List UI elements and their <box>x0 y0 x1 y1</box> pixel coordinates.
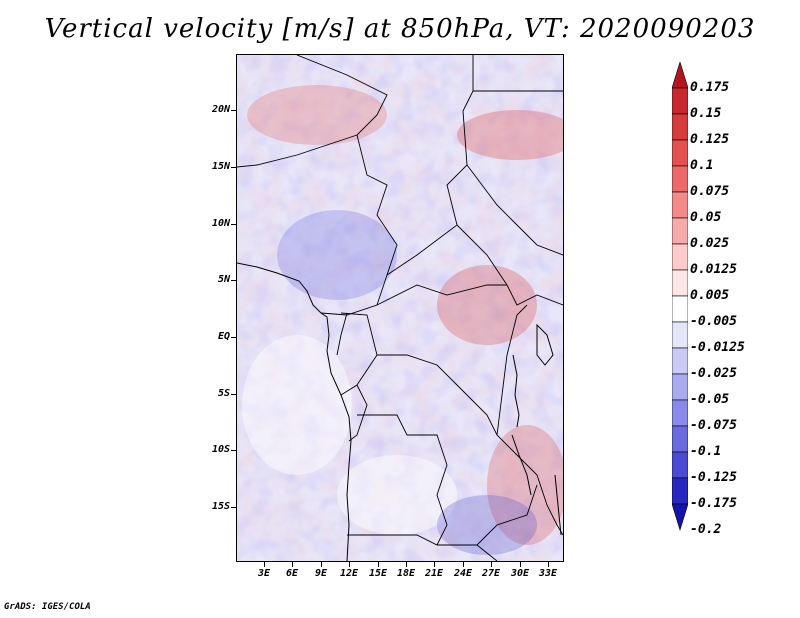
map-plot-area <box>236 54 564 562</box>
colorbar-segment <box>672 217 688 245</box>
upward-region <box>457 110 563 160</box>
downward-region <box>277 210 397 300</box>
colorbar-label: -0.0125 <box>690 340 745 355</box>
colorbar-segment <box>672 451 688 479</box>
colorbar-segment <box>672 321 688 349</box>
upward-region <box>487 425 563 545</box>
colorbar-label: 0.125 <box>690 132 730 147</box>
lat-tick <box>231 110 236 111</box>
lon-label: 12E <box>339 568 359 579</box>
colorbar-label: -0.025 <box>690 366 737 381</box>
colorbar-label: 0.1 <box>690 158 714 173</box>
colorbar-label: -0.05 <box>690 392 730 407</box>
colorbar-label: -0.2 <box>690 522 722 537</box>
coastline <box>237 262 352 561</box>
lon-tick <box>520 562 521 567</box>
lat-tick <box>231 394 236 395</box>
lon-tick <box>491 562 492 567</box>
colorbar-segment <box>672 191 688 219</box>
lakes <box>511 323 562 536</box>
lon-label: 9E <box>314 568 328 579</box>
colorbar-segment <box>672 165 688 193</box>
colorbar-cap-bottom <box>672 503 688 532</box>
lat-tick <box>231 507 236 508</box>
lat-tick <box>231 224 236 225</box>
colorbar-segment <box>672 295 688 323</box>
lon-tick <box>548 562 549 567</box>
lon-tick <box>349 562 350 567</box>
colorbar-segment <box>672 139 688 167</box>
lon-tick <box>292 562 293 567</box>
colorbar-label: 0.075 <box>690 184 730 199</box>
lon-label: 15E <box>368 568 388 579</box>
colorbar-segment <box>672 269 688 297</box>
lon-label: 24E <box>453 568 473 579</box>
colorbar-label: -0.075 <box>690 418 737 433</box>
lat-label: EQ <box>217 331 230 342</box>
lon-tick <box>434 562 435 567</box>
lat-label: 5N <box>217 274 230 285</box>
colorbar-label: -0.005 <box>690 314 737 329</box>
downward-region <box>437 495 537 555</box>
colorbar-segment <box>672 425 688 453</box>
velocity-field <box>237 55 563 561</box>
neutral-region <box>242 335 352 475</box>
lat-tick <box>231 280 236 281</box>
colorbar-label: -0.175 <box>690 496 737 511</box>
colorbar-label: 0.05 <box>690 210 722 225</box>
lat-label: 20N <box>211 104 230 115</box>
colorbar-label: 0.175 <box>690 80 730 95</box>
field-texture-blue <box>237 55 563 561</box>
lon-tick <box>321 562 322 567</box>
lon-label: 27E <box>481 568 501 579</box>
lat-label: 15N <box>211 161 230 172</box>
lat-label: 5S <box>217 388 230 399</box>
colorbar-segment <box>672 373 688 401</box>
country-borders <box>237 55 563 561</box>
footer-credit: GrADS: IGES/COLA <box>4 602 91 612</box>
lon-label: 18E <box>396 568 416 579</box>
lon-tick <box>264 562 265 567</box>
lat-tick <box>231 167 236 168</box>
colorbar-label: 0.025 <box>690 236 730 251</box>
upward-region <box>437 265 537 345</box>
lat-tick <box>231 337 236 338</box>
neutral-region <box>337 455 457 535</box>
colorbar-segment <box>672 399 688 427</box>
lon-tick <box>463 562 464 567</box>
upward-region <box>247 85 387 145</box>
lat-label: 10N <box>211 218 230 229</box>
colorbar-label: 0.15 <box>690 106 722 121</box>
colorbar-segment <box>672 243 688 271</box>
lon-tick <box>378 562 379 567</box>
lat-tick <box>231 450 236 451</box>
lon-tick <box>406 562 407 567</box>
lon-label: 6E <box>285 568 299 579</box>
lon-label: 30E <box>510 568 530 579</box>
colorbar-label: 0.0125 <box>690 262 737 277</box>
lat-label: 10S <box>211 444 230 455</box>
colorbar-segment <box>672 477 688 505</box>
colorbar-segment <box>672 87 688 115</box>
chart-title: Vertical velocity [m/s] at 850hPa, VT: 2… <box>44 14 756 44</box>
colorbar-segment <box>672 347 688 375</box>
lat-label: 15S <box>211 501 230 512</box>
colorbar-cap-top <box>672 62 688 89</box>
lon-label: 3E <box>257 568 271 579</box>
lon-label: 21E <box>424 568 444 579</box>
colorbar-label: 0.005 <box>690 288 730 303</box>
colorbar <box>672 62 688 532</box>
colorbar-label: -0.1 <box>690 444 722 459</box>
lon-label: 33E <box>538 568 558 579</box>
colorbar-label: -0.125 <box>690 470 737 485</box>
colorbar-segment <box>672 113 688 141</box>
